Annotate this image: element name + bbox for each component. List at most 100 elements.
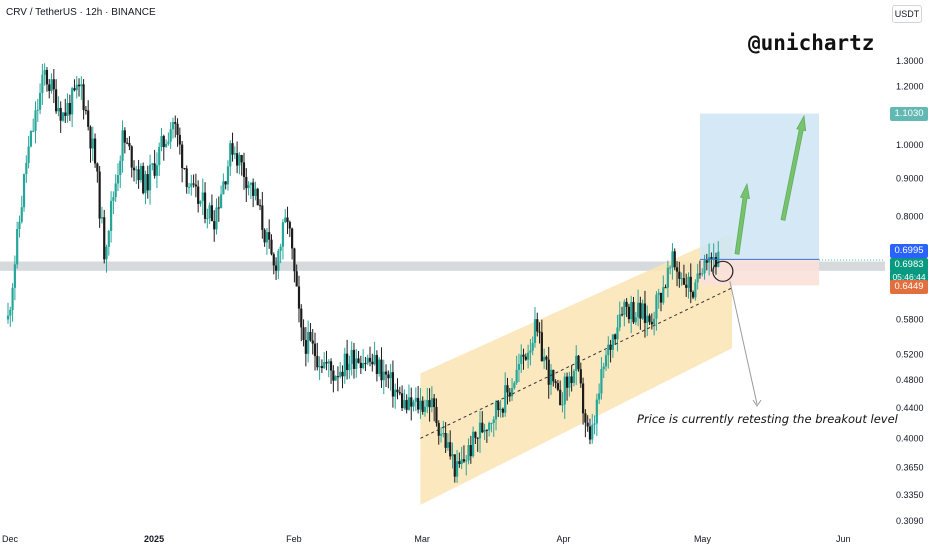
candle-body [103,217,106,260]
candle-body [304,340,307,354]
candle-body [55,89,58,112]
candle-200 [465,455,468,476]
candle-197 [458,452,461,468]
candle-270 [625,298,628,318]
candle-78 [185,165,188,194]
candle-body [6,315,10,320]
candle-230 [533,307,537,348]
candle-177 [412,399,415,412]
candle-137 [320,359,323,374]
candle-body [659,292,663,303]
candle-body [639,302,642,319]
candle-body [16,229,19,265]
candle-209 [485,429,488,443]
candle-109 [256,187,259,206]
candle-166 [387,370,390,389]
candle-body [636,302,640,318]
candle-301 [696,263,699,290]
candle-body [327,361,330,364]
candle-body [130,146,133,168]
candle-24 [61,111,65,122]
candle-7 [22,173,26,212]
candle-156 [364,356,367,372]
candle-12 [34,101,37,144]
candle-body [572,370,576,384]
candle-50 [121,120,124,173]
candle-body [329,361,333,371]
candle-body [348,363,351,371]
candle-100 [236,141,239,174]
candle-body [126,142,129,144]
candle-6 [20,195,23,224]
candle-body [96,163,99,172]
candle-238 [552,369,555,387]
candle-118 [277,248,280,280]
candle-112 [263,228,266,247]
candle-body [494,401,498,420]
candle-body [25,162,28,175]
candle-body [467,445,470,461]
candle-203 [472,426,475,458]
candle-body [552,369,555,382]
currency-selector[interactable]: USDT [892,5,922,23]
candle-225 [522,348,525,370]
candle-2 [11,283,14,322]
candle-252 [584,409,587,438]
candle-body [549,369,553,385]
candle-288 [666,260,669,298]
candle-49 [119,155,122,188]
candle-193 [449,430,452,460]
drawing-overlays [420,114,885,439]
candle-body [421,400,424,412]
candle-14 [38,83,42,115]
candle-204 [474,431,477,445]
candle-228 [529,339,532,366]
candle-305 [705,253,708,271]
candle-127 [297,275,301,323]
candle-147 [343,347,346,384]
candle-body [472,431,475,457]
candle-body [284,217,287,223]
candle-162 [378,357,381,377]
candle-245 [568,371,571,397]
x-tick-label-6: Jun [836,534,851,544]
candle-body [653,318,656,325]
candle-180 [419,388,422,420]
candle-body [201,192,204,201]
candle-33 [82,79,85,120]
candle-body [632,302,635,323]
candle-73 [174,115,177,138]
candle-168 [391,360,395,408]
candle-290 [671,243,674,280]
candle-body [380,359,383,381]
candle-body [703,260,706,274]
candle-body [341,371,344,377]
candle-198 [460,446,463,470]
candle-body [696,273,699,283]
candle-58 [139,163,142,183]
candle-body [281,222,285,247]
candle-body [588,426,592,440]
candle-body [43,70,46,75]
candle-body [419,400,422,410]
candle-body [671,251,674,268]
candle-274 [634,311,637,326]
candle-153 [357,350,360,364]
candle-body [522,354,525,357]
candle-body [389,372,392,379]
candle-body [323,362,326,369]
candle-body [543,356,546,362]
candle-287 [664,284,667,289]
candle-48 [116,163,120,192]
y-tick-label-5: 0.8000 [896,211,924,221]
candle-300 [694,279,697,301]
candle-body [59,107,62,121]
candle-body [529,350,532,353]
breakout-level-band [0,261,885,271]
candle-body [570,376,573,384]
candle-body [123,130,126,143]
candle-21 [55,79,58,114]
candle-body [598,393,601,400]
candle-body [378,359,381,374]
